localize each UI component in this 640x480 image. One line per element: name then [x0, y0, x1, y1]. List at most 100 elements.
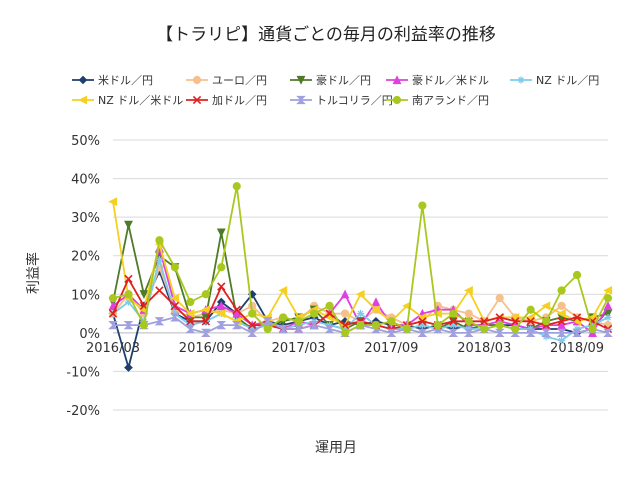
- x-axis-ticks: 2016/03 2016/09 2017/03 2017/09 2018/03 2018/…: [86, 341, 604, 356]
- x-tick-label: 2017/03: [272, 341, 326, 356]
- data-point: [392, 75, 402, 85]
- data-point: [541, 301, 551, 311]
- data-point: [186, 317, 195, 326]
- data-point: [278, 324, 288, 334]
- gridlines: [113, 139, 608, 411]
- legend-label: 南アランド／円: [412, 94, 489, 107]
- data-point: [123, 321, 134, 330]
- data-point: [480, 317, 489, 326]
- data-point: [78, 75, 88, 85]
- data-point: [263, 324, 272, 334]
- data-point: [170, 263, 179, 272]
- data-point: [186, 297, 195, 307]
- data-point: [340, 309, 350, 318]
- x-tick-label: 2017/09: [364, 341, 418, 356]
- legend-label: 米ドル／円: [98, 74, 153, 87]
- data-point: [155, 286, 164, 295]
- data-point: [309, 309, 319, 318]
- y-tick-label: 50%: [71, 134, 100, 149]
- data-point: [557, 286, 566, 295]
- y-tick-label: 0%: [79, 327, 100, 342]
- data-point: [309, 321, 319, 330]
- data-point: [449, 317, 458, 326]
- data-point: [192, 75, 202, 85]
- data-point: [201, 290, 210, 299]
- data-point: [418, 321, 426, 329]
- data-point: [588, 324, 597, 334]
- y-tick-label: -10%: [66, 365, 100, 380]
- data-point: [185, 309, 195, 318]
- legend-label: 豪ドル／米ドル: [412, 73, 489, 87]
- data-point: [603, 286, 613, 295]
- data-point: [604, 313, 612, 322]
- legend-label: ユーロ／円: [212, 74, 267, 87]
- data-point: [217, 263, 226, 272]
- y-tick-label: 10%: [71, 288, 100, 303]
- data-point: [124, 363, 133, 372]
- data-point: [154, 317, 165, 326]
- data-point: [340, 328, 350, 337]
- legend-item: NZ ドル／円: [510, 74, 599, 87]
- data-point: [296, 95, 306, 105]
- data-point: [340, 289, 350, 299]
- legend-item: 米ドル／円: [72, 74, 153, 87]
- data-point: [464, 286, 473, 295]
- legend-item: 南アランド／円: [386, 94, 489, 107]
- data-point: [464, 309, 473, 318]
- data-point: [572, 270, 582, 280]
- data-point: [418, 201, 427, 210]
- x-tick-label: 2018/03: [457, 341, 511, 356]
- data-point: [495, 294, 504, 303]
- data-point: [232, 308, 242, 318]
- data-point: [325, 301, 334, 310]
- data-point: [525, 328, 536, 337]
- x-tick-label: 2018/09: [550, 341, 604, 356]
- data-point: [108, 197, 118, 207]
- legend-item: 加ドル／円: [186, 94, 267, 107]
- data-point: [124, 220, 133, 230]
- data-point: [418, 317, 427, 326]
- data-point: [201, 328, 211, 337]
- legend-label: NZ ドル／米ドル: [98, 94, 183, 107]
- data-point: [448, 328, 459, 337]
- data-point: [463, 328, 474, 337]
- data-point: [356, 309, 365, 318]
- data-point: [217, 282, 226, 291]
- data-point: [371, 297, 381, 307]
- data-point: [603, 301, 613, 310]
- data-point: [201, 317, 210, 326]
- data-point: [124, 274, 133, 284]
- data-point: [603, 309, 613, 319]
- data-point: [155, 255, 164, 264]
- data-point: [170, 301, 180, 311]
- y-axis-ticks: -20% -10% 0% 10% 20% 30% 40% 50%: [66, 134, 100, 419]
- legend-item: トルコリラ／円: [290, 94, 393, 107]
- data-point: [293, 324, 304, 334]
- data-point: [108, 294, 118, 303]
- legend-item: 豪ドル／米ドル: [386, 73, 489, 87]
- data-point: [356, 321, 365, 330]
- data-point: [248, 320, 257, 330]
- data-point: [557, 317, 566, 326]
- data-point: [557, 336, 566, 345]
- data-point: [124, 298, 133, 306]
- data-point: [185, 324, 196, 334]
- data-point: [511, 317, 520, 326]
- legend-label: 加ドル／円: [212, 94, 267, 107]
- data-point: [517, 76, 525, 84]
- data-point: [603, 294, 613, 303]
- data-point: [216, 321, 227, 330]
- data-point: [464, 317, 473, 326]
- chart-title: 【トラリピ】通貨ごとの毎月の利益率の推移: [156, 25, 496, 45]
- data-point: [108, 321, 118, 330]
- data-point: [542, 317, 551, 326]
- data-point: [526, 317, 535, 326]
- data-point: [294, 317, 303, 326]
- data-point: [511, 324, 520, 334]
- data-point: [495, 313, 504, 322]
- data-point: [526, 305, 535, 314]
- data-point: [572, 328, 582, 337]
- data-point: [387, 317, 396, 326]
- data-point: [216, 309, 226, 318]
